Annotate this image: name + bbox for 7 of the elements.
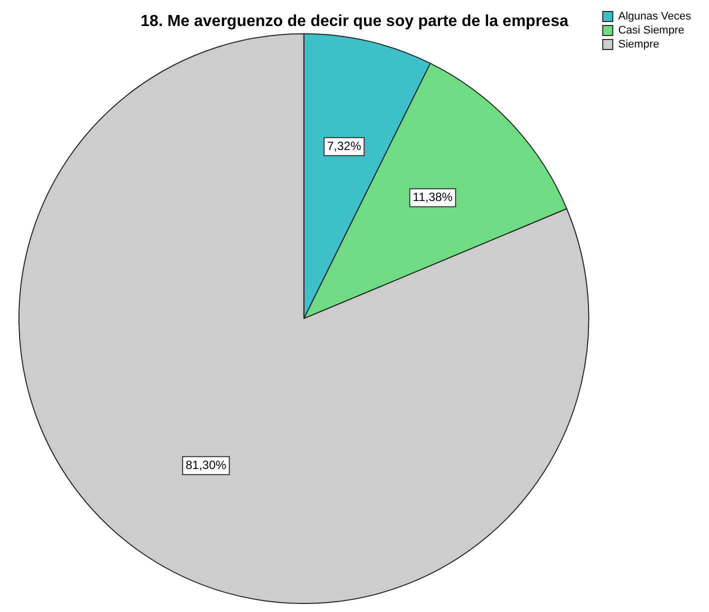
legend-label: Casi Siempre	[618, 24, 684, 37]
data-label: 11,38%	[412, 190, 453, 204]
chart-title: 18. Me averguenzo de decir que soy parte de la empresa	[140, 13, 568, 30]
data-label: 7,32%	[327, 138, 362, 153]
data-label: 81,30%	[186, 458, 227, 472]
legend-label: Siempre	[618, 38, 660, 51]
legend-label: Algunas Veces	[618, 10, 692, 23]
